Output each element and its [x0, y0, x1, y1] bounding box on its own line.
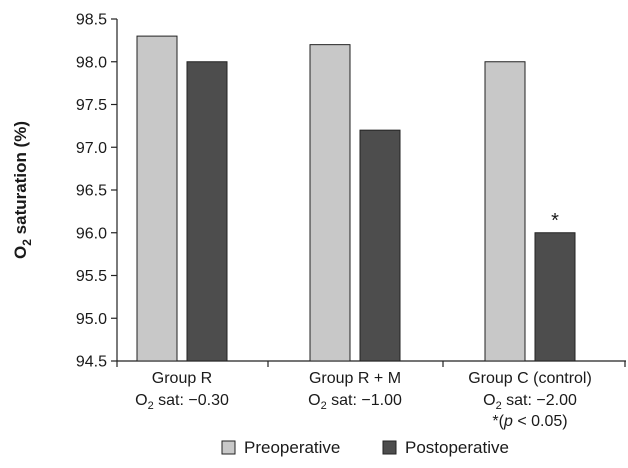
y-tick-label: 95.0 [76, 311, 107, 328]
sat-text: sat: −0.30 [154, 392, 229, 409]
bar-preoperative-2 [309, 44, 351, 362]
y-tick-label: 97.5 [76, 97, 107, 114]
y-tick-label: 96.0 [76, 225, 107, 242]
bar-postoperative-2 [359, 129, 401, 362]
y-tick-label: 97.0 [76, 140, 107, 157]
legend: Preoperative Postoperative [221, 438, 509, 457]
sat-prefix: O [483, 392, 495, 409]
x-category-sat-label: O2 sat: −0.30 [135, 392, 229, 412]
note-part: *( [492, 413, 504, 430]
bars [136, 35, 576, 362]
legend-swatch-postoperative [382, 440, 397, 455]
note-part: < 0.05) [513, 413, 568, 430]
sat-prefix: O [135, 392, 147, 409]
x-category-label: Group C (control) [468, 370, 592, 387]
annotations: * [551, 210, 559, 232]
bar-postoperative-3 [534, 232, 576, 362]
legend-label-preoperative: Preoperative [244, 438, 340, 457]
sat-subscript: 2 [321, 400, 327, 412]
y-axis-title-rest: saturation (%) [11, 121, 30, 239]
y-tick-label: 95.5 [76, 268, 107, 285]
sat-subscript: 2 [496, 400, 502, 412]
sat-text: sat: −1.00 [327, 392, 402, 409]
significance-asterisk: * [551, 210, 559, 232]
y-tick-label: 94.5 [76, 354, 107, 371]
y-axis-title: O2 saturation (%) [11, 121, 34, 259]
x-category-sat-label: O2 sat: −1.00 [308, 392, 402, 412]
y-tick-label: 98.5 [76, 12, 107, 29]
bar-preoperative-3 [484, 61, 526, 362]
sat-prefix: O [308, 392, 320, 409]
x-category-label: Group R + M [309, 370, 401, 387]
y-tick-label: 98.0 [76, 54, 107, 71]
y-axis-title-main: O [11, 246, 30, 259]
x-category-label: Group R [152, 370, 212, 387]
bar-preoperative-1 [136, 35, 178, 362]
sat-subscript: 2 [148, 400, 154, 412]
x-category-note: *(p < 0.05) [492, 413, 567, 430]
x-category-sat-label: O2 sat: −2.00 [483, 392, 577, 412]
bar-postoperative-1 [186, 61, 228, 362]
note-p-italic: p [503, 413, 513, 430]
legend-label-postoperative: Postoperative [405, 438, 509, 457]
legend-swatch-preoperative [221, 440, 236, 455]
sat-text: sat: −2.00 [502, 392, 577, 409]
y-axis-title-subscript: 2 [20, 239, 34, 246]
y-tick-label: 96.5 [76, 183, 107, 200]
y-axis-label: O2 saturation (%) [11, 121, 34, 259]
